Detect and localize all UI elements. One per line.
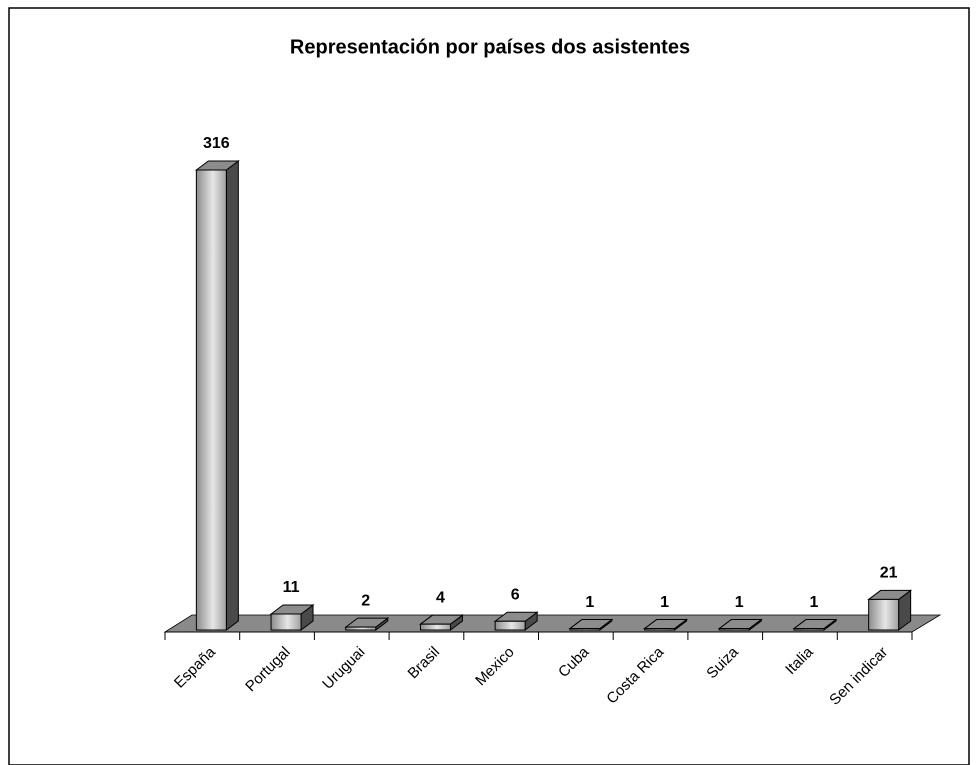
data-label: 316 — [203, 135, 230, 152]
bar-front — [644, 628, 676, 631]
chart-frame — [8, 7, 970, 765]
bar-front — [419, 623, 451, 631]
data-label: 2 — [361, 592, 370, 609]
bar — [717, 618, 763, 631]
bar — [643, 618, 689, 631]
data-label: 1 — [660, 594, 669, 611]
bar-front — [270, 613, 302, 631]
data-label: 1 — [809, 594, 818, 611]
data-label: 4 — [436, 589, 445, 606]
data-label: 1 — [735, 594, 744, 611]
bar-front — [718, 628, 750, 631]
bar-front — [868, 598, 900, 631]
bar-front — [494, 620, 526, 631]
bar-front — [793, 628, 825, 631]
bar — [568, 618, 614, 631]
bar — [792, 618, 838, 631]
bar — [194, 160, 240, 631]
bar — [493, 611, 539, 631]
bar — [344, 617, 390, 631]
chart-title: Representación por países dos asistentes — [290, 36, 690, 58]
data-label: 6 — [511, 586, 520, 603]
data-label: 1 — [585, 594, 594, 611]
data-label: 11 — [283, 579, 300, 596]
bar-front — [569, 628, 601, 631]
bar-side — [225, 160, 239, 631]
bar — [867, 589, 913, 631]
bar-front — [195, 169, 227, 631]
bar — [269, 603, 315, 631]
data-label: 21 — [880, 565, 898, 582]
bar — [418, 614, 464, 631]
bar-front — [345, 626, 377, 631]
